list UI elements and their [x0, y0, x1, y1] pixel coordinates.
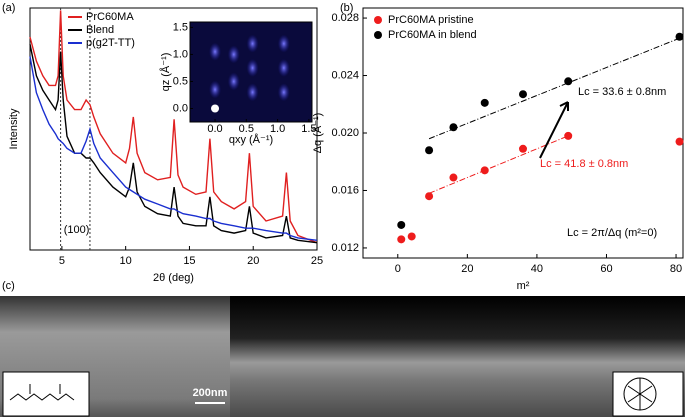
diffraction-spot [227, 72, 240, 91]
data-point [675, 32, 684, 41]
inset-x-tick-label: 0.0 [207, 123, 222, 135]
data-point [675, 137, 684, 146]
data-point [425, 146, 434, 155]
annotation: (100) [64, 224, 90, 236]
diffraction-spot [277, 58, 290, 77]
inset-x-tick-label: 1.5 [301, 123, 316, 135]
x-tick-label: 40 [531, 263, 543, 275]
arrow [539, 101, 569, 159]
inset-y-tick-label: 0.5 [173, 75, 188, 87]
data-point [397, 235, 406, 244]
inset-x-tick-label: 0.5 [239, 123, 254, 135]
y-axis-label: Intensity [8, 108, 20, 149]
beam-spot [211, 104, 220, 113]
x-tick-label: 5 [59, 255, 65, 267]
data-point [449, 123, 458, 132]
series-line [29, 44, 318, 244]
x-axis-label: 2θ (deg) [153, 272, 194, 284]
legend-label: PrC60MA pristine [388, 14, 474, 26]
legend-label: p(g2T-TT) [86, 37, 135, 49]
data-point [564, 77, 573, 86]
y-tick-label: 0.020 [331, 127, 359, 139]
inset-y-tick-label: 1.5 [173, 21, 188, 33]
data-point [449, 173, 458, 182]
diffraction-spot [246, 34, 259, 53]
diffraction-spot [246, 58, 259, 77]
annotation: Lc = 2π/Δq (m²=0) [567, 227, 657, 239]
x-tick-label: 25 [311, 255, 323, 267]
legend-label: PrC60MA [86, 11, 134, 23]
data-point [425, 192, 434, 201]
x-tick-label: 20 [461, 263, 473, 275]
diffraction-spot [209, 42, 222, 61]
diffraction-spot [209, 80, 222, 99]
fit-line [428, 135, 569, 194]
diffraction-spot [227, 45, 240, 64]
data-point [519, 144, 527, 153]
data-point [397, 220, 406, 229]
fit-line [428, 37, 680, 140]
y-tick-label: 0.016 [331, 184, 359, 196]
plot-frame [29, 7, 318, 251]
diffraction-spot [246, 83, 259, 102]
diffraction-spot [277, 83, 290, 102]
y-tick-label: 0.028 [331, 12, 359, 24]
data-point [407, 232, 416, 241]
panel-label: (c) [2, 280, 15, 292]
data-point [480, 166, 489, 175]
inset-x-tick-label: 1.0 [270, 123, 285, 135]
x-tick-label: 10 [120, 255, 132, 267]
panel-label: (a) [2, 2, 15, 14]
legend-label: PrC60MA in blend [388, 29, 477, 41]
y-tick-label: 0.012 [331, 242, 359, 254]
y-tick-label: 0.024 [331, 69, 359, 81]
annotation: Lc = 33.6 ± 0.8nm [578, 86, 666, 98]
scale-bar-label: 200nm [193, 387, 228, 399]
inset-y-tick-label: 1.0 [173, 48, 188, 60]
x-tick-label: 0 [395, 263, 401, 275]
series-line [29, 56, 318, 241]
y-axis-label: Δq (Å⁻¹) [311, 113, 324, 154]
legend-marker [374, 16, 382, 24]
data-point [519, 90, 527, 99]
legend-marker [374, 31, 382, 39]
data-point [480, 98, 489, 107]
data-point [564, 131, 573, 140]
panel-label: (b) [340, 2, 353, 14]
x-tick-label: 15 [183, 255, 195, 267]
inset-y-label: qz (Å⁻¹) [159, 53, 172, 92]
inset-x-label: qxy (Å⁻¹) [229, 133, 273, 146]
annotation: Lc = 41.8 ± 0.8nm [540, 158, 628, 170]
plot-frame [362, 7, 684, 259]
x-tick-label: 60 [600, 263, 612, 275]
inset-y-tick-label: 0.0 [173, 102, 188, 114]
legend-label: Blend [86, 24, 114, 36]
x-tick-label: 20 [247, 255, 259, 267]
sem-images [0, 296, 685, 417]
x-axis-label: m² [517, 280, 530, 292]
diffraction-spot [277, 34, 290, 53]
series-line [29, 10, 318, 244]
x-tick-label: 80 [670, 263, 682, 275]
